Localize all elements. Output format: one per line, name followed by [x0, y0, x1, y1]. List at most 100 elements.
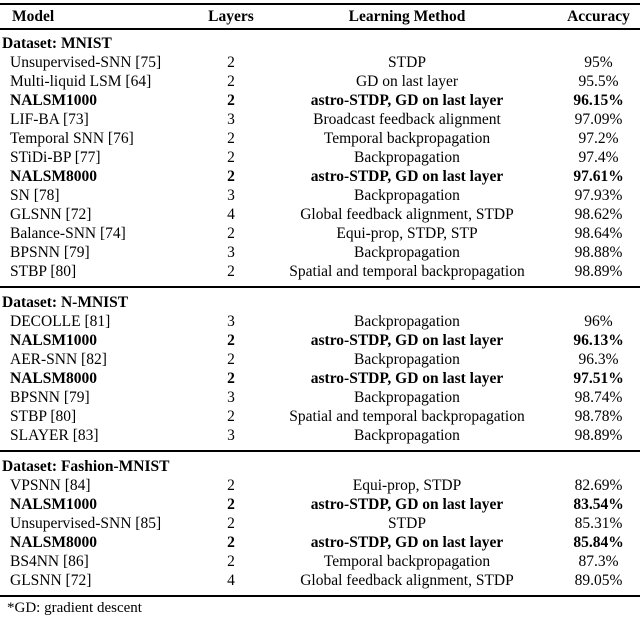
- model-cell: SN [78]: [10, 187, 60, 204]
- table-row: STBP [80] 2 Spatial and temporal backpropa…: [0, 407, 640, 426]
- table-row: STBP [80] 2 Spatial and temporal backpropa…: [0, 262, 640, 287]
- model-cell: Unsupervised-SNN [85]: [10, 515, 162, 532]
- model-cell: AER-SNN [82]: [10, 351, 107, 368]
- accuracy-cell: 85.84%: [573, 534, 624, 551]
- table-row: DECOLLE [81] 3 Backpropagation 96%: [0, 312, 640, 331]
- table-row: Unsupervised-SNN [75] 2 STDP 95%: [0, 53, 640, 72]
- table-row: GLSNN [72] 4 Global feedback alignment, ST…: [0, 205, 640, 224]
- accuracy-cell: 98.89%: [574, 263, 623, 280]
- table-row: GLSNN [72] 4 Global feedback alignment, ST…: [0, 571, 640, 596]
- layers-cell: 2: [227, 370, 235, 387]
- model-cell: VPSNN [84]: [10, 477, 91, 494]
- method-cell: astro-STDP, GD on last layer: [310, 332, 504, 349]
- section-title-row: Dataset: Fashion-MNIST: [0, 450, 640, 476]
- layers-cell: 3: [227, 427, 235, 444]
- layers-cell: 3: [227, 389, 235, 406]
- accuracy-cell: 95%: [584, 54, 613, 71]
- method-cell: Spatial and temporal backpropagation: [289, 263, 525, 280]
- method-cell: Equi-prop, STDP: [352, 477, 462, 494]
- method-cell: Backpropagation: [354, 149, 460, 166]
- method-cell: Equi-prop, STDP, STP: [336, 225, 478, 242]
- layers-cell: 3: [227, 111, 235, 128]
- table-section: Dataset: MNIST Unsupervised-SNN [75] 2 STDP…: [0, 29, 640, 287]
- model-cell: NALSM1000: [10, 496, 97, 513]
- model-cell: GLSNN [72]: [10, 572, 92, 589]
- accuracy-cell: 97.4%: [578, 149, 619, 166]
- method-cell: Temporal backpropagation: [323, 130, 491, 147]
- accuracy-cell: 97.51%: [573, 370, 624, 387]
- model-cell: BPSNN [79]: [10, 244, 90, 261]
- model-cell: SLAYER [83]: [10, 427, 99, 444]
- table-row: NALSM1000 2 astro-STDP, GD on last layer 96…: [0, 331, 640, 350]
- layers-cell: 2: [227, 263, 235, 280]
- layers-cell: 2: [227, 408, 235, 425]
- model-cell: GLSNN [72]: [10, 206, 92, 223]
- layers-cell: 2: [227, 332, 235, 349]
- layers-cell: 2: [227, 168, 235, 185]
- method-cell: astro-STDP, GD on last layer: [310, 496, 504, 513]
- accuracy-cell: 96.15%: [573, 92, 624, 109]
- layers-cell: 2: [227, 515, 235, 532]
- section-title: Dataset: MNIST: [2, 35, 112, 52]
- layers-cell: 3: [227, 187, 235, 204]
- table-row: LIF-BA [73] 3 Broadcast feedback alignment…: [0, 110, 640, 129]
- accuracy-cell: 95.5%: [578, 73, 619, 90]
- table-row: NALSM1000 2 astro-STDP, GD on last layer 96…: [0, 91, 640, 110]
- method-cell: astro-STDP, GD on last layer: [310, 534, 504, 551]
- model-cell: NALSM8000: [10, 370, 97, 387]
- header-accuracy: Accuracy: [557, 4, 640, 30]
- accuracy-cell: 97.09%: [574, 111, 623, 128]
- method-cell: GD on last layer: [355, 73, 458, 90]
- method-cell: Backpropagation: [354, 427, 460, 444]
- accuracy-cell: 87.3%: [578, 553, 619, 570]
- accuracy-cell: 98.89%: [574, 427, 623, 444]
- layers-cell: 2: [227, 54, 235, 71]
- table-header: Model Layers Learning Method Accuracy: [0, 4, 640, 30]
- method-cell: Backpropagation: [354, 244, 460, 261]
- layers-cell: 2: [227, 130, 235, 147]
- table-row: STiDi-BP [77] 2 Backpropagation 97.4%: [0, 148, 640, 167]
- header-learning-method: Learning Method: [257, 4, 557, 30]
- accuracy-cell: 82.69%: [574, 477, 623, 494]
- method-cell: Spatial and temporal backpropagation: [289, 408, 525, 425]
- table-row: NALSM8000 2 astro-STDP, GD on last layer 85…: [0, 533, 640, 552]
- table-row: BPSNN [79] 3 Backpropagation 98.74%: [0, 388, 640, 407]
- model-cell: NALSM1000: [10, 332, 97, 349]
- section-title-row: Dataset: N-MNIST: [0, 286, 640, 312]
- model-cell: NALSM8000: [10, 534, 97, 551]
- accuracy-cell: 83.54%: [573, 496, 624, 513]
- layers-cell: 2: [227, 73, 235, 90]
- layers-cell: 2: [227, 553, 235, 570]
- layers-cell: 3: [227, 313, 235, 330]
- table-section: Dataset: Fashion-MNIST VPSNN [84] 2 Equi-pr…: [0, 450, 640, 596]
- layers-cell: 4: [227, 206, 235, 223]
- method-cell: Temporal backpropagation: [323, 553, 491, 570]
- table-row: SLAYER [83] 3 Backpropagation 98.89%: [0, 426, 640, 451]
- model-cell: LIF-BA [73]: [10, 111, 89, 128]
- method-cell: astro-STDP, GD on last layer: [310, 92, 504, 109]
- accuracy-cell: 96.3%: [578, 351, 619, 368]
- method-cell: Backpropagation: [354, 351, 460, 368]
- table-row: BPSNN [79] 3 Backpropagation 98.88%: [0, 243, 640, 262]
- accuracy-cell: 98.74%: [574, 389, 623, 406]
- method-cell: STDP: [388, 54, 426, 71]
- accuracy-cell: 96.13%: [573, 332, 624, 349]
- method-cell: Broadcast feedback alignment: [313, 111, 501, 128]
- accuracy-cell: 96%: [584, 313, 613, 330]
- header-model: Model: [0, 4, 205, 30]
- layers-cell: 2: [227, 477, 235, 494]
- model-cell: STiDi-BP [77]: [10, 149, 101, 166]
- table-header-row: Model Layers Learning Method Accuracy: [0, 4, 640, 30]
- accuracy-cell: 85.31%: [574, 515, 623, 532]
- layers-cell: 2: [227, 534, 235, 551]
- model-cell: STBP [80]: [10, 263, 77, 280]
- accuracy-cell: 98.62%: [574, 206, 623, 223]
- table-row: Temporal SNN [76] 2 Temporal backpropagati…: [0, 129, 640, 148]
- method-cell: Global feedback alignment, STDP: [300, 572, 514, 589]
- table-row: NALSM8000 2 astro-STDP, GD on last layer 97…: [0, 369, 640, 388]
- model-cell: Balance-SNN [74]: [10, 225, 126, 242]
- results-table: Model Layers Learning Method Accuracy Da…: [0, 3, 640, 597]
- table-row: Multi-liquid LSM [64] 2 GD on last layer 95…: [0, 72, 640, 91]
- model-cell: Unsupervised-SNN [75]: [10, 54, 162, 71]
- method-cell: STDP: [388, 515, 426, 532]
